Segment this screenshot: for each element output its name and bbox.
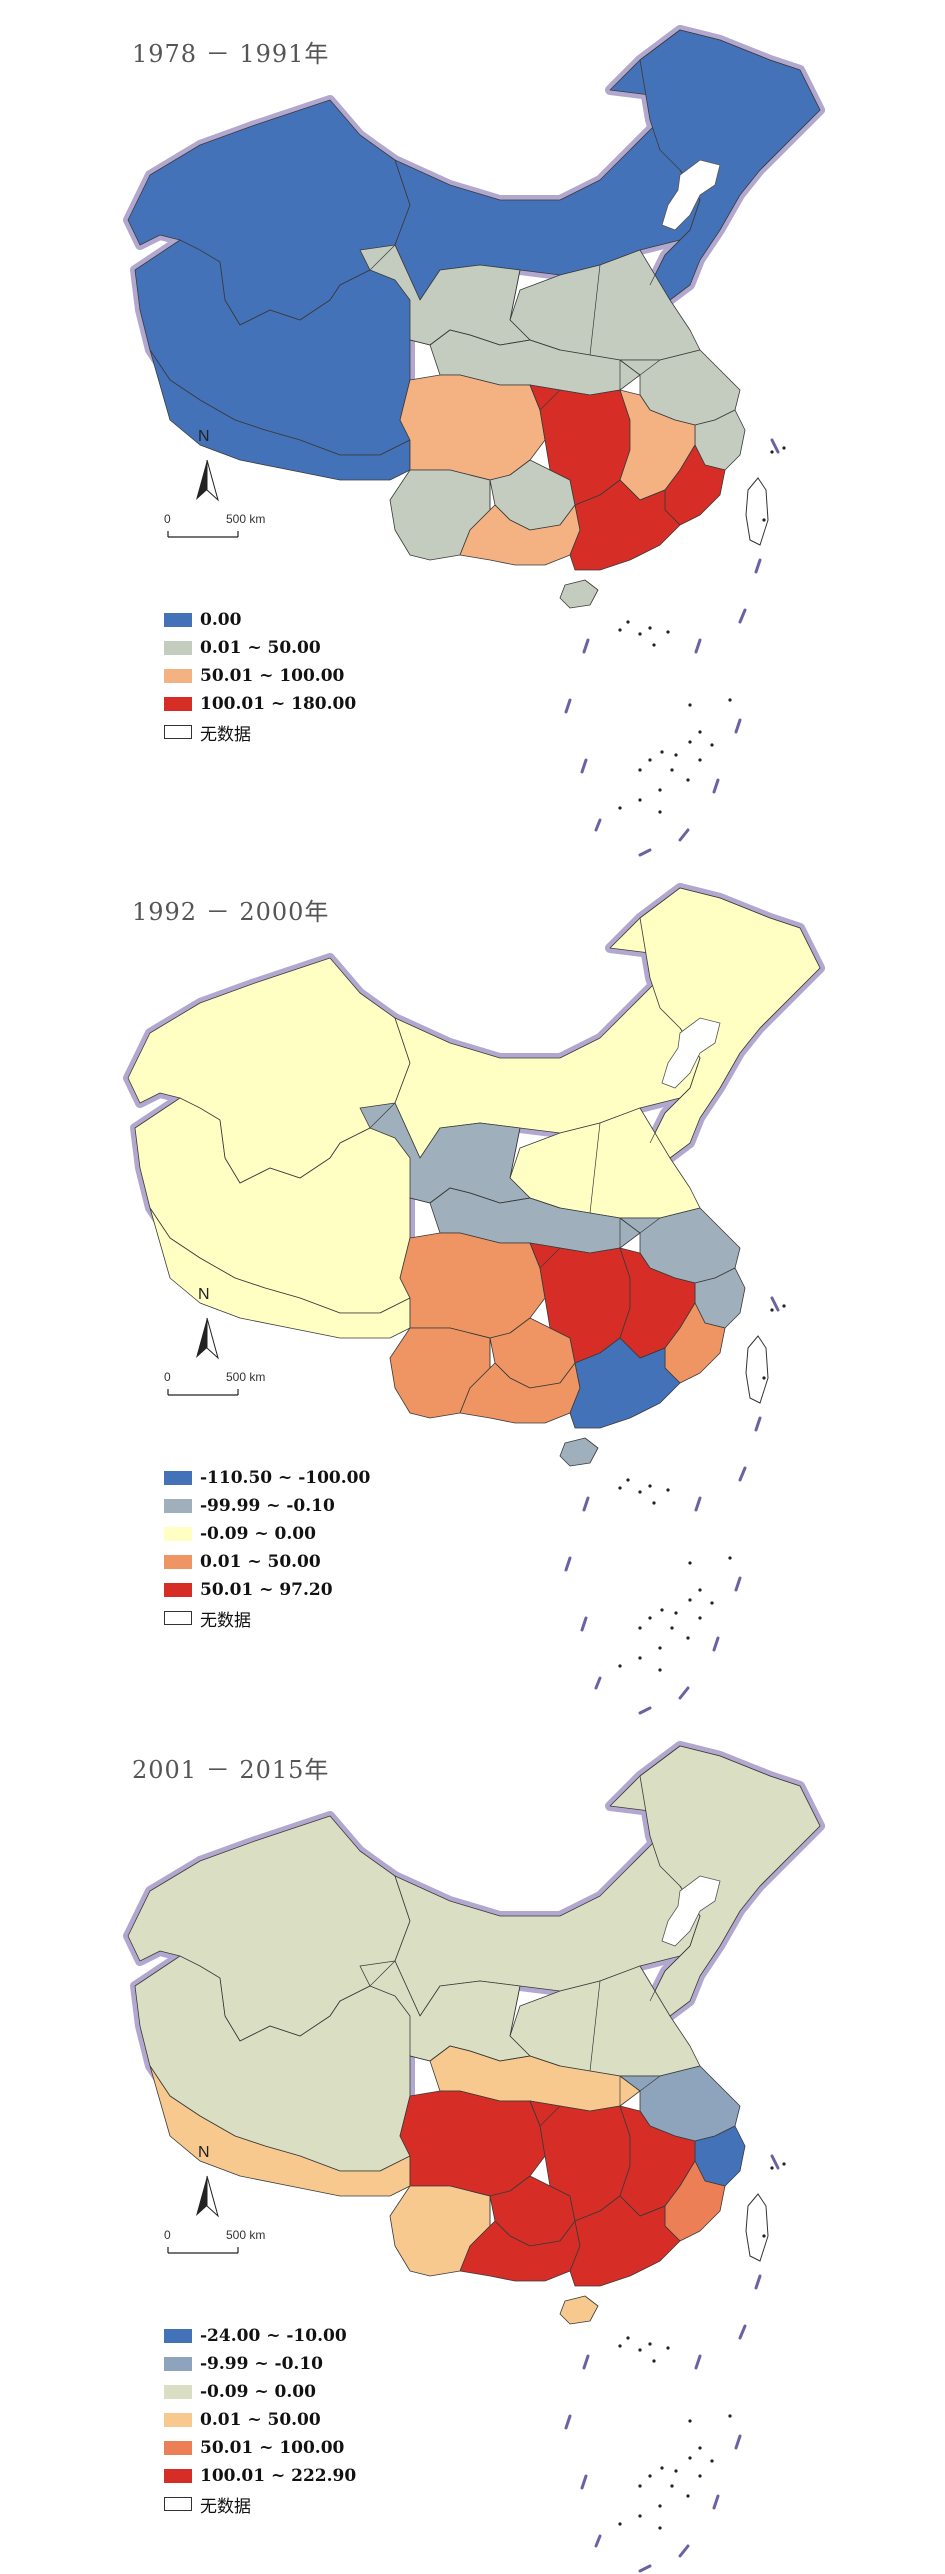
scale-zero-label: 0 bbox=[164, 2228, 171, 2242]
scale-distance-label: 500 km bbox=[226, 512, 266, 526]
scale-distance-label: 500 km bbox=[226, 2228, 266, 2242]
region-hainan bbox=[559, 1437, 599, 1467]
legend-item: -0.09 ~ 0.00 bbox=[164, 1520, 370, 1548]
legend-label: -0.09 ~ 0.00 bbox=[200, 1524, 316, 1544]
legend-item: 0.01 ~ 50.00 bbox=[164, 2406, 356, 2434]
legend-swatch bbox=[164, 2357, 192, 2371]
legend-item: -24.00 ~ -10.00 bbox=[164, 2322, 356, 2350]
legend-swatch bbox=[164, 669, 192, 683]
panel-title: 1978 － 1991年 bbox=[132, 40, 330, 68]
legend-swatch bbox=[164, 1471, 192, 1485]
legend-label: 无数据 bbox=[200, 2496, 251, 2517]
legend-label: -110.50 ~ -100.00 bbox=[200, 1468, 371, 1488]
map-legend: 0.00 0.01 ~ 50.00 50.01 ~ 100.00 100.01 ~ 1… bbox=[164, 606, 356, 746]
legend-label: 无数据 bbox=[200, 1610, 251, 1631]
legend-item: -9.99 ~ -0.10 bbox=[164, 2350, 356, 2378]
region-taiwan-nodata bbox=[745, 477, 769, 546]
north-label: N bbox=[198, 428, 210, 445]
legend-label: 无数据 bbox=[200, 724, 251, 745]
map-panel-1992-2000: 1992 － 2000年 N 0 500 km -110.50 ~ -100.00 -9… bbox=[0, 858, 945, 1716]
legend-label: -99.99 ~ -0.10 bbox=[200, 1496, 335, 1516]
legend-swatch bbox=[164, 1555, 192, 1569]
legend-item: 0.00 bbox=[164, 606, 356, 634]
legend-label: 100.01 ~ 222.90 bbox=[200, 2466, 357, 2486]
legend-swatch bbox=[164, 1499, 192, 1513]
legend-item: 无数据 bbox=[164, 718, 356, 746]
legend-swatch bbox=[164, 697, 192, 711]
legend-label: 0.01 ~ 50.00 bbox=[200, 1552, 321, 1572]
region-taiwan-nodata bbox=[745, 2193, 769, 2262]
legend-swatch bbox=[164, 2385, 192, 2399]
legend-swatch bbox=[164, 1611, 192, 1625]
legend-label: 100.01 ~ 180.00 bbox=[200, 694, 357, 714]
bohai-sea bbox=[661, 1875, 721, 1947]
map-panel-2001-2015: 2001 － 2015年 N 0 500 km -24.00 ~ -10.00 -9.9… bbox=[0, 1716, 945, 2574]
legend-swatch bbox=[164, 2497, 192, 2511]
legend-label: 50.01 ~ 100.00 bbox=[200, 2438, 345, 2458]
legend-item: -0.09 ~ 0.00 bbox=[164, 2378, 356, 2406]
legend-label: 50.01 ~ 97.20 bbox=[200, 1580, 333, 1600]
north-label: N bbox=[198, 1286, 210, 1303]
legend-swatch bbox=[164, 2413, 192, 2427]
legend-swatch bbox=[164, 725, 192, 739]
scale-distance-label: 500 km bbox=[226, 1370, 266, 1384]
china-choropleth-map bbox=[123, 1741, 825, 2573]
bohai-sea bbox=[661, 1017, 721, 1089]
china-choropleth-map bbox=[123, 25, 825, 857]
map-legend: -24.00 ~ -10.00 -9.99 ~ -0.10 -0.09 ~ 0.00… bbox=[164, 2322, 356, 2518]
legend-item: -110.50 ~ -100.00 bbox=[164, 1464, 370, 1492]
legend-swatch bbox=[164, 2329, 192, 2343]
legend-item: 50.01 ~ 100.00 bbox=[164, 662, 356, 690]
region-sichuan bbox=[399, 2090, 546, 2197]
region-sichuan bbox=[399, 374, 546, 481]
legend-swatch bbox=[164, 613, 192, 627]
legend-swatch bbox=[164, 1583, 192, 1597]
legend-label: 50.01 ~ 100.00 bbox=[200, 666, 345, 686]
legend-label: -24.00 ~ -10.00 bbox=[200, 2326, 347, 2346]
region-guangdong bbox=[569, 479, 681, 571]
north-label: N bbox=[198, 2144, 210, 2161]
legend-label: 0.01 ~ 50.00 bbox=[200, 638, 321, 658]
legend-item: 无数据 bbox=[164, 2490, 356, 2518]
region-taiwan-nodata bbox=[745, 1335, 769, 1404]
region-hainan bbox=[559, 2295, 599, 2325]
panel-title: 2001 － 2015年 bbox=[132, 1756, 330, 1784]
legend-item: 50.01 ~ 97.20 bbox=[164, 1576, 370, 1604]
legend-label: -9.99 ~ -0.10 bbox=[200, 2354, 324, 2374]
legend-item: 100.01 ~ 180.00 bbox=[164, 690, 356, 718]
legend-item: 100.01 ~ 222.90 bbox=[164, 2462, 356, 2490]
region-fujian bbox=[664, 1302, 726, 1384]
bohai-sea bbox=[661, 159, 721, 231]
panel-title: 1992 － 2000年 bbox=[132, 898, 330, 926]
legend-item: -99.99 ~ -0.10 bbox=[164, 1492, 370, 1520]
map-legend: -110.50 ~ -100.00 -99.99 ~ -0.10 -0.09 ~ 0… bbox=[164, 1464, 370, 1632]
map-panel-1978-1991: 1978 － 1991年 N 0 500 km 0.00 0.01 ~ 50.00 50.… bbox=[0, 0, 945, 858]
legend-label: 0.00 bbox=[200, 610, 242, 630]
legend-item: 无数据 bbox=[164, 1604, 370, 1632]
region-fujian bbox=[664, 444, 726, 526]
scale-zero-label: 0 bbox=[164, 512, 171, 526]
legend-label: -0.09 ~ 0.00 bbox=[200, 2382, 316, 2402]
scale-zero-label: 0 bbox=[164, 1370, 171, 1384]
region-hainan bbox=[559, 579, 599, 609]
region-guangdong bbox=[569, 2195, 681, 2287]
legend-label: 0.01 ~ 50.00 bbox=[200, 2410, 321, 2430]
china-choropleth-map bbox=[123, 883, 825, 1715]
legend-item: 50.01 ~ 100.00 bbox=[164, 2434, 356, 2462]
legend-swatch bbox=[164, 641, 192, 655]
legend-item: 0.01 ~ 50.00 bbox=[164, 634, 356, 662]
region-sichuan bbox=[399, 1232, 546, 1339]
region-fujian bbox=[664, 2160, 726, 2242]
region-guangdong bbox=[569, 1337, 681, 1429]
legend-swatch bbox=[164, 2441, 192, 2455]
legend-swatch bbox=[164, 2469, 192, 2483]
legend-item: 0.01 ~ 50.00 bbox=[164, 1548, 370, 1576]
legend-swatch bbox=[164, 1527, 192, 1541]
